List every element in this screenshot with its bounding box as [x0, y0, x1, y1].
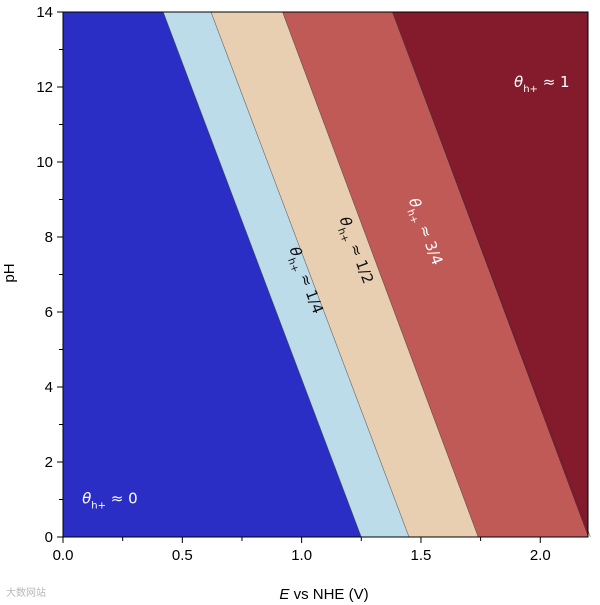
boundary-line-2: [210, 11, 410, 538]
x-axis-label: E vs NHE (V): [279, 586, 368, 603]
y-tick-label: 14: [36, 4, 53, 21]
y-axis-ticks: 0 2 4 6 8 10 12 14: [36, 4, 63, 546]
boundary-line-4: [392, 11, 591, 538]
y-tick-label: 0: [45, 529, 53, 546]
y-tick-label: 10: [36, 154, 53, 171]
boundary-line-1: [162, 11, 362, 538]
x-tick-label: 1.0: [291, 547, 312, 564]
region-label-1: θh+ ≈ 0: [82, 489, 138, 511]
y-axis-label: pH: [1, 263, 18, 282]
region-label-5: θh+ ≈ 1: [514, 73, 570, 95]
y-tick-label: 4: [45, 379, 53, 396]
region-4: [282, 12, 588, 537]
x-axis-ticks: 0.0 0.5 1.0 1.5 2.0: [53, 537, 551, 564]
boundaries-layer: [162, 11, 591, 538]
x-tick-label: 0.0: [53, 547, 74, 564]
region-1: [63, 12, 362, 537]
x-tick-label: 1.5: [411, 547, 432, 564]
x-tick-label: 0.5: [172, 547, 193, 564]
watermark: 大数网站: [6, 588, 46, 599]
y-tick-label: 12: [36, 79, 53, 96]
region-2: [163, 12, 410, 537]
x-tick-label: 2.0: [530, 547, 551, 564]
y-tick-label: 8: [45, 229, 53, 246]
region-5: [392, 12, 588, 537]
boundary-line-3: [282, 11, 479, 538]
region-3: [210, 12, 479, 537]
y-tick-label: 6: [45, 304, 53, 321]
regions-layer: [63, 12, 588, 537]
y-tick-label: 2: [45, 454, 53, 471]
